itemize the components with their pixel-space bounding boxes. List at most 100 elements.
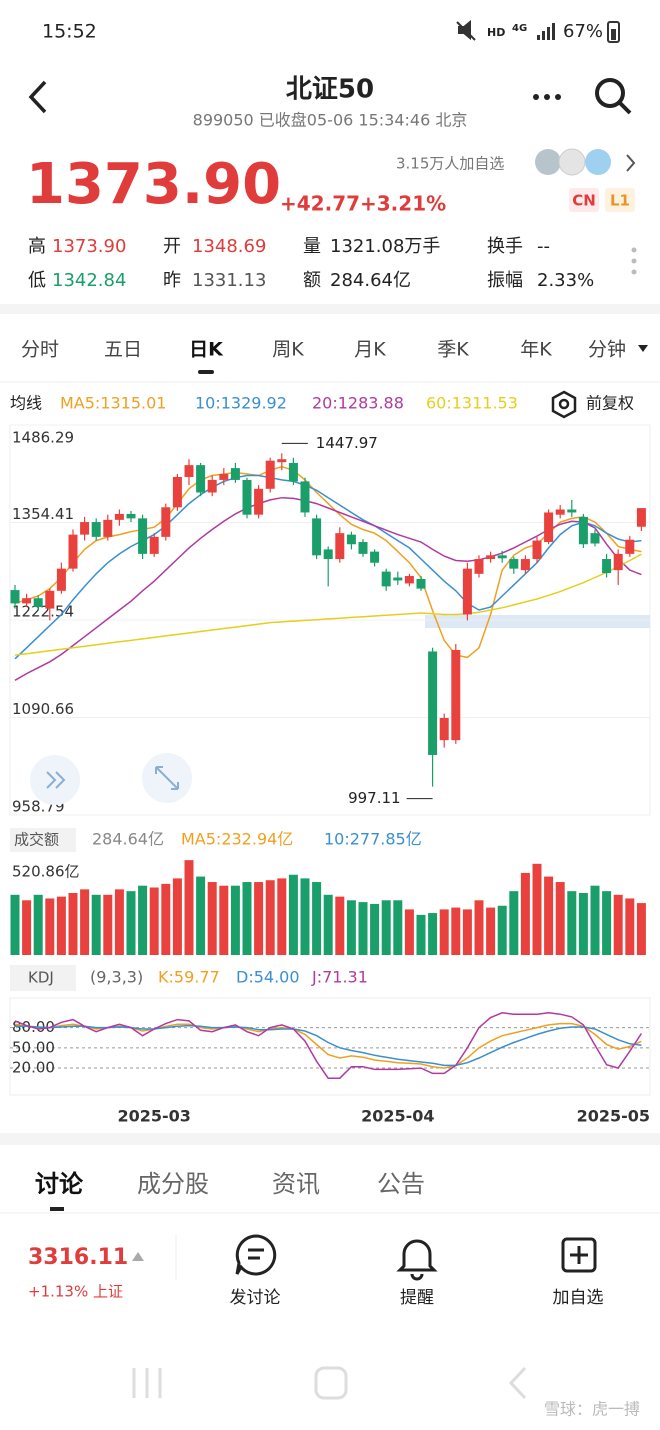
volume-bar <box>590 885 600 955</box>
volume-bar <box>312 882 322 955</box>
ma-label: 均线 <box>10 394 42 413</box>
volume-bar <box>346 900 356 955</box>
period-tab[interactable]: 年K <box>520 339 552 361</box>
volume-bar <box>625 898 635 955</box>
volume-bar <box>509 891 519 955</box>
period-tab[interactable]: 日K <box>189 339 224 361</box>
candle-body <box>625 539 635 554</box>
index-price[interactable]: 3316.11 <box>28 1245 128 1270</box>
kdj-line <box>15 1024 642 1067</box>
dropdown-arrow[interactable] <box>638 345 648 352</box>
post-icon[interactable] <box>235 1234 277 1276</box>
stats-more[interactable] <box>631 247 637 275</box>
adjust-mode[interactable]: 前复权 <box>586 394 634 413</box>
expand-buttons[interactable] <box>30 753 192 805</box>
candle-body <box>230 468 240 480</box>
status-time: 15:52 <box>42 21 97 43</box>
volume-bar <box>219 885 229 955</box>
watermark: 雪球：虎一搏 <box>544 1400 640 1419</box>
followers-arrow[interactable] <box>626 154 636 172</box>
more-button[interactable] <box>533 94 561 100</box>
period-tab[interactable]: 分钟 <box>588 339 626 361</box>
stat-value: -- <box>537 236 550 257</box>
candle-body <box>45 590 55 609</box>
x-tick-label: 2025-05 <box>577 1107 650 1126</box>
volume-bar <box>520 872 530 955</box>
volume-bar <box>207 882 217 955</box>
badge: L1 <box>610 192 630 210</box>
kdj-title-bg <box>10 965 76 991</box>
price-change: +42.77 <box>280 192 360 216</box>
volume-bar <box>323 894 333 955</box>
volume-bar <box>497 905 507 955</box>
volume-bar <box>474 900 484 955</box>
action-label[interactable]: 加自选 <box>553 1288 604 1308</box>
volume-bar <box>45 898 55 955</box>
stat-label: 换手 <box>487 236 523 257</box>
candle-body <box>56 568 66 591</box>
legend-entry: MA5:232.94亿 <box>181 830 293 849</box>
period-tab[interactable]: 分时 <box>21 339 59 361</box>
volume-bar <box>451 907 461 955</box>
candle-body <box>323 549 333 560</box>
period-tab[interactable]: 月K <box>354 339 386 361</box>
candle-body <box>439 717 449 741</box>
content-tab[interactable]: 讨论 <box>35 1170 84 1198</box>
period-tab[interactable]: 五日 <box>104 339 142 361</box>
volume-bar <box>300 878 310 955</box>
period-tab[interactable]: 季K <box>437 339 469 361</box>
volume-bar <box>578 892 588 955</box>
volume-bar <box>439 909 449 955</box>
status-battery: 67% <box>563 21 603 42</box>
legend-entry: 284.64亿 <box>92 830 164 849</box>
candle-body <box>114 513 124 520</box>
volume-bar <box>80 889 90 955</box>
kdj-params: (9,3,3) <box>90 968 143 987</box>
adjust-icon[interactable] <box>551 390 577 419</box>
mute-icon <box>456 19 476 41</box>
period-tab[interactable]: 周K <box>272 339 304 361</box>
min-label: 997.11 <box>348 789 401 807</box>
y-tick-label: 1090.66 <box>12 700 74 718</box>
divider <box>0 304 660 314</box>
y-tick-label: 50.00 <box>12 1038 55 1056</box>
stat-label: 高 <box>28 236 46 257</box>
candle-body <box>578 516 588 545</box>
volume-bar <box>404 909 414 955</box>
action-label[interactable]: 提醒 <box>400 1288 434 1308</box>
volume-bar <box>68 892 78 955</box>
candle-body <box>416 578 426 589</box>
nav-bar[interactable] <box>132 1366 527 1400</box>
candle-body <box>196 465 206 493</box>
candle-body <box>636 508 646 527</box>
action-label[interactable]: 发讨论 <box>230 1288 281 1308</box>
content-tab[interactable]: 成分股 <box>137 1170 209 1198</box>
candle-body <box>80 522 90 535</box>
gap-zone <box>425 615 650 628</box>
volume-bar <box>416 914 426 955</box>
volume-bar <box>196 876 206 955</box>
content-tab[interactable]: 资讯 <box>272 1170 320 1198</box>
candle-body <box>486 555 496 560</box>
volume-bar <box>358 902 368 955</box>
candle-body <box>335 533 345 560</box>
candle-body <box>103 519 113 537</box>
x-tick-label: 2025-04 <box>361 1107 434 1126</box>
volume-bar <box>381 900 391 955</box>
back-button[interactable] <box>28 80 47 114</box>
candle-body <box>393 577 403 581</box>
alert-icon[interactable] <box>396 1239 438 1281</box>
candle-body <box>532 540 542 560</box>
volume-bar <box>277 878 287 955</box>
add-icon[interactable] <box>561 1237 597 1273</box>
index-change[interactable]: +1.13% 上证 <box>28 1283 123 1301</box>
volume-bar <box>149 887 159 955</box>
volume-bar <box>56 896 66 955</box>
content-tab[interactable]: 公告 <box>377 1170 425 1198</box>
candle-body <box>138 518 148 554</box>
candle-body <box>602 559 612 574</box>
search-button[interactable] <box>595 78 632 115</box>
volume-bar <box>161 883 171 955</box>
index-arrow <box>132 1252 144 1261</box>
